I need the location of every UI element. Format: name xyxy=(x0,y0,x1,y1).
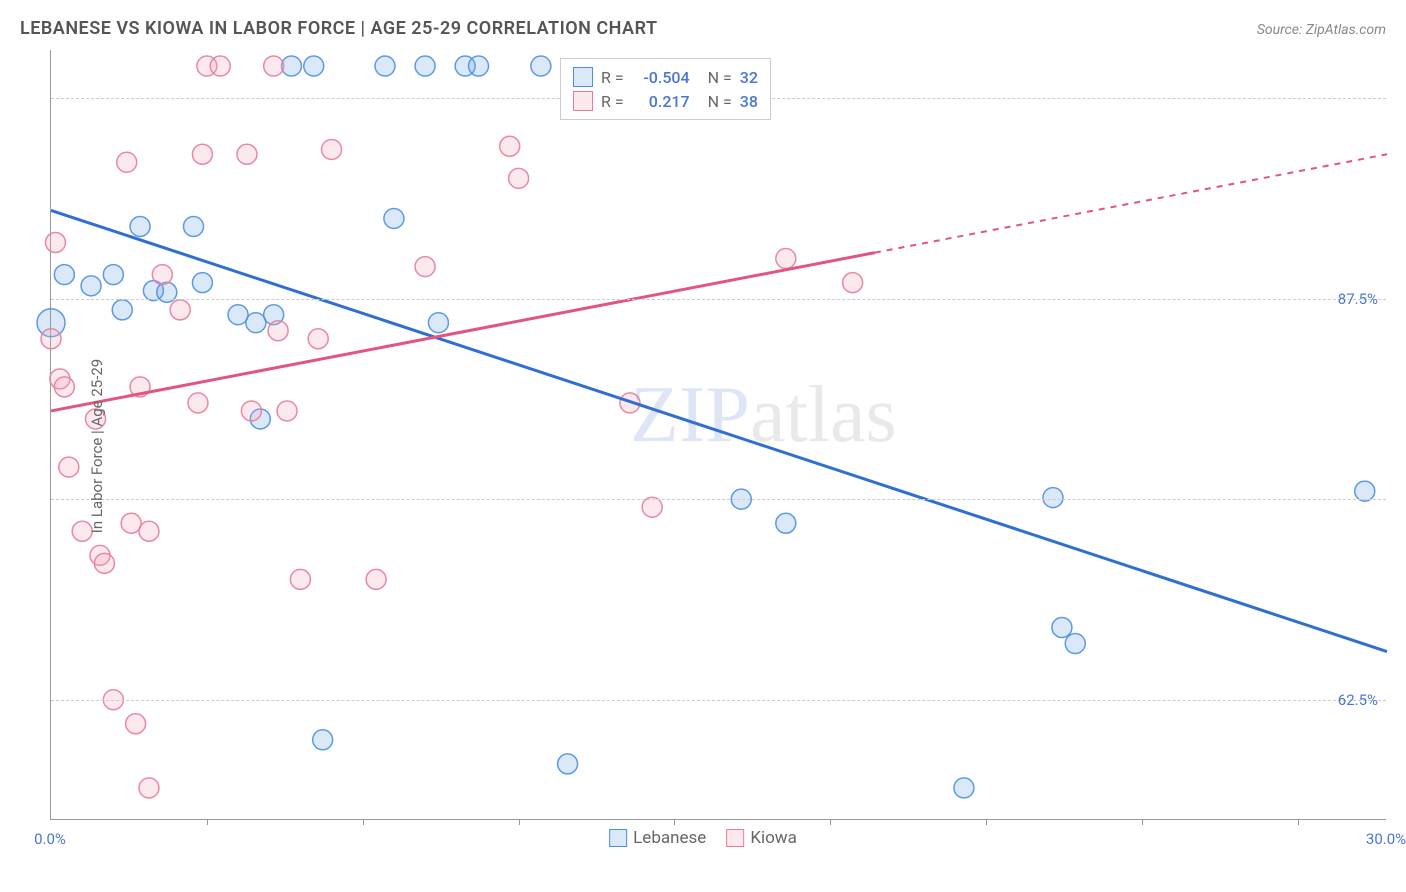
data-point xyxy=(322,139,342,159)
data-point xyxy=(121,513,141,533)
legend-n-value: 38 xyxy=(740,92,758,111)
data-point xyxy=(1355,481,1375,501)
data-point xyxy=(642,497,662,517)
data-point xyxy=(264,56,284,76)
data-point xyxy=(843,273,863,293)
legend-row: R = 0.217 N = 38 xyxy=(573,89,758,113)
data-point xyxy=(531,56,551,76)
legend-swatch xyxy=(726,829,744,847)
data-point xyxy=(1043,488,1063,508)
data-point xyxy=(228,305,248,325)
series-legend-item: Kiowa xyxy=(726,828,797,848)
data-point xyxy=(94,553,114,573)
y-tick-label: 62.5% xyxy=(1338,691,1378,709)
data-point xyxy=(469,56,489,76)
y-axis-label: In Labor Force | Age 25-29 xyxy=(88,359,106,533)
data-point xyxy=(776,513,796,533)
legend-swatch xyxy=(609,829,627,847)
data-point xyxy=(428,313,448,333)
legend-row: R = -0.504 N = 32 xyxy=(573,65,758,89)
x-tick xyxy=(1298,819,1299,825)
data-point xyxy=(308,329,328,349)
x-tick xyxy=(207,819,208,825)
data-point xyxy=(237,144,257,164)
legend-r-label: R = xyxy=(601,92,624,111)
data-point xyxy=(81,276,101,296)
trend-line-extrapolated xyxy=(875,154,1387,252)
chart-header: LEBANESE VS KIOWA IN LABOR FORCE | AGE 2… xyxy=(20,18,1386,39)
data-point xyxy=(139,521,159,541)
legend-r-value: -0.504 xyxy=(632,68,690,87)
series-name: Lebanese xyxy=(633,828,706,848)
data-point xyxy=(139,778,159,798)
series-legend: Lebanese Kiowa xyxy=(609,828,797,848)
data-point xyxy=(776,249,796,269)
gridline-h xyxy=(51,499,1386,500)
data-point xyxy=(500,136,520,156)
legend-swatch xyxy=(573,91,593,111)
x-tick xyxy=(363,819,364,825)
legend-n-label: N = xyxy=(708,68,732,87)
data-point xyxy=(384,208,404,228)
data-point xyxy=(246,313,266,333)
legend-n-label: N = xyxy=(708,92,732,111)
data-point xyxy=(192,144,212,164)
data-point xyxy=(54,377,74,397)
gridline-h xyxy=(51,700,1386,701)
data-point xyxy=(103,265,123,285)
data-point xyxy=(170,300,190,320)
data-point xyxy=(184,216,204,236)
data-point xyxy=(415,56,435,76)
data-point xyxy=(313,730,333,750)
chart-canvas xyxy=(51,50,1386,819)
data-point xyxy=(117,152,137,172)
x-tick xyxy=(519,819,520,825)
data-point xyxy=(210,56,230,76)
data-point xyxy=(954,778,974,798)
legend-r-value: 0.217 xyxy=(632,92,690,111)
x-tick xyxy=(1142,819,1143,825)
data-point xyxy=(290,569,310,589)
data-point xyxy=(558,754,578,774)
data-point xyxy=(509,168,529,188)
data-point xyxy=(188,393,208,413)
x-tick-label: 0.0% xyxy=(34,830,66,848)
data-point xyxy=(130,216,150,236)
data-point xyxy=(192,273,212,293)
plot-area: 62.5% 87.5% xyxy=(50,50,1386,820)
data-point xyxy=(304,56,324,76)
data-point xyxy=(375,56,395,76)
data-point xyxy=(45,233,65,253)
legend-n-value: 32 xyxy=(740,68,758,87)
correlation-legend: R = -0.504 N = 32 R = 0.217 N = 38 xyxy=(560,58,771,120)
data-point xyxy=(268,321,288,341)
y-tick-label: 87.5% xyxy=(1338,290,1378,308)
source-attribution: Source: ZipAtlas.com xyxy=(1257,22,1386,38)
data-point xyxy=(41,329,61,349)
data-point xyxy=(54,265,74,285)
x-tick xyxy=(986,819,987,825)
data-point xyxy=(241,401,261,421)
gridline-h xyxy=(51,299,1386,300)
trend-line xyxy=(51,253,875,411)
trend-line xyxy=(51,210,1387,651)
legend-r-label: R = xyxy=(601,68,624,87)
data-point xyxy=(415,257,435,277)
legend-swatch xyxy=(573,67,593,87)
data-point xyxy=(112,300,132,320)
data-point xyxy=(277,401,297,421)
series-legend-item: Lebanese xyxy=(609,828,706,848)
x-tick xyxy=(674,819,675,825)
x-tick-label: 30.0% xyxy=(1366,830,1406,848)
series-name: Kiowa xyxy=(750,828,797,848)
data-point xyxy=(281,56,301,76)
data-point xyxy=(366,569,386,589)
data-point xyxy=(59,457,79,477)
data-point xyxy=(152,265,172,285)
data-point xyxy=(126,714,146,734)
chart-title: LEBANESE VS KIOWA IN LABOR FORCE | AGE 2… xyxy=(20,18,658,39)
x-tick xyxy=(830,819,831,825)
data-point xyxy=(1052,618,1072,638)
data-point xyxy=(1065,634,1085,654)
